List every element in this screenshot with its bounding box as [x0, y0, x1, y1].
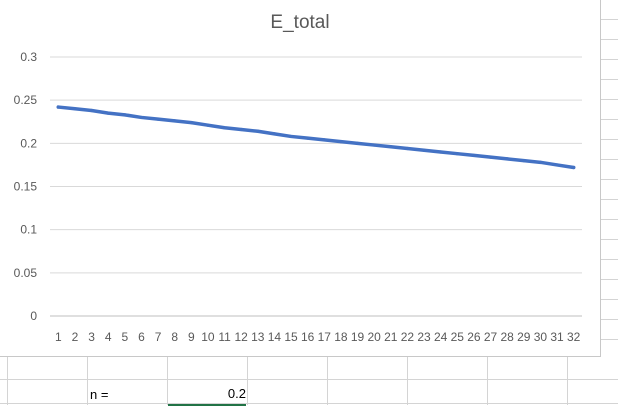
x-tick-label: 20 — [368, 330, 382, 344]
x-tick-label: 17 — [318, 330, 332, 344]
data-point[interactable] — [173, 119, 177, 123]
data-point[interactable] — [455, 152, 459, 156]
row-border — [0, 403, 618, 404]
x-tick-label: 5 — [121, 330, 128, 344]
data-point[interactable] — [222, 126, 227, 130]
x-tick-label: 18 — [334, 330, 348, 344]
n-value-cell[interactable]: 0.2 — [168, 384, 246, 406]
data-point[interactable] — [505, 157, 509, 161]
x-tick-label: 30 — [534, 330, 548, 344]
x-tick-label: 22 — [401, 330, 415, 344]
x-tick-label: 14 — [268, 330, 282, 344]
y-tick-label: 0.25 — [14, 93, 38, 107]
n-label-cell[interactable]: n = — [90, 387, 109, 402]
y-tick-label: 0.05 — [14, 266, 38, 280]
y-tick-label: 0.15 — [14, 180, 38, 194]
x-tick-label: 2 — [72, 330, 79, 344]
row-border — [0, 379, 618, 380]
data-point[interactable] — [206, 123, 210, 127]
chart-container[interactable]: E_total 0 0.05 0.1 0.15 0.2 0.25 0.3 1 2 3 4 5 6 7 8 9 1… — [0, 0, 601, 357]
x-tick-label: 1 — [55, 330, 62, 344]
x-tick-label: 19 — [351, 330, 365, 344]
data-point[interactable] — [123, 113, 127, 117]
x-tick-label: 23 — [417, 330, 431, 344]
y-tick-label: 0 — [30, 309, 37, 323]
series-line[interactable] — [56, 105, 576, 170]
data-point[interactable] — [355, 141, 360, 145]
x-tick-label: 10 — [201, 330, 215, 344]
x-tick-label: 16 — [301, 330, 315, 344]
data-point[interactable] — [372, 143, 376, 147]
data-point[interactable] — [538, 160, 543, 164]
data-point[interactable] — [272, 132, 277, 136]
x-tick-label: 12 — [235, 330, 249, 344]
x-tick-label: 27 — [484, 330, 498, 344]
data-point[interactable] — [73, 107, 77, 111]
data-point[interactable] — [339, 140, 343, 144]
data-point[interactable] — [522, 159, 526, 163]
data-point[interactable] — [89, 108, 94, 113]
data-point[interactable] — [239, 127, 243, 132]
data-point[interactable] — [439, 150, 443, 154]
data-point[interactable] — [572, 165, 576, 170]
x-tick-label: 26 — [467, 330, 481, 344]
x-tick-label: 31 — [550, 330, 564, 344]
data-point[interactable] — [555, 163, 559, 167]
x-tick-label: 4 — [105, 330, 112, 344]
x-tick-label: 15 — [284, 330, 298, 344]
data-point[interactable] — [306, 136, 310, 140]
x-tick-label: 6 — [138, 330, 145, 344]
data-point[interactable] — [156, 117, 160, 121]
data-point[interactable] — [106, 111, 110, 115]
data-point[interactable] — [488, 155, 493, 159]
x-tick-label: 21 — [384, 330, 398, 344]
y-tick-label: 0.3 — [20, 50, 37, 64]
x-tick-label: 8 — [171, 330, 178, 344]
x-tick-label: 24 — [434, 330, 448, 344]
data-point[interactable] — [472, 153, 476, 158]
x-tick-label: 11 — [218, 330, 231, 344]
data-point[interactable] — [256, 129, 260, 133]
data-point[interactable] — [56, 105, 60, 109]
x-tick-label: 3 — [88, 330, 95, 344]
x-tick-label: 13 — [251, 330, 265, 344]
data-point[interactable] — [389, 145, 393, 149]
data-point[interactable] — [422, 148, 426, 152]
x-tick-label: 7 — [155, 330, 162, 344]
data-point[interactable] — [289, 134, 293, 139]
y-tick-label: 0.2 — [20, 136, 37, 150]
line-chart: 00.050.10.150.20.250.31 2 3 4 5 6 7 8 9 10 11 12 13 1… — [14, 50, 582, 344]
data-point[interactable] — [139, 115, 144, 120]
x-tick-label: 29 — [517, 330, 531, 344]
x-tick-label: 28 — [501, 330, 515, 344]
y-tick-label: 0.1 — [20, 223, 37, 237]
data-point[interactable] — [405, 146, 410, 151]
data-point[interactable] — [189, 121, 193, 125]
x-tick-label: 25 — [451, 330, 465, 344]
chart-title[interactable]: E_total — [270, 12, 330, 33]
x-tick-label: 32 — [567, 330, 581, 344]
x-tick-label: 9 — [188, 330, 195, 344]
data-point[interactable] — [322, 138, 326, 142]
